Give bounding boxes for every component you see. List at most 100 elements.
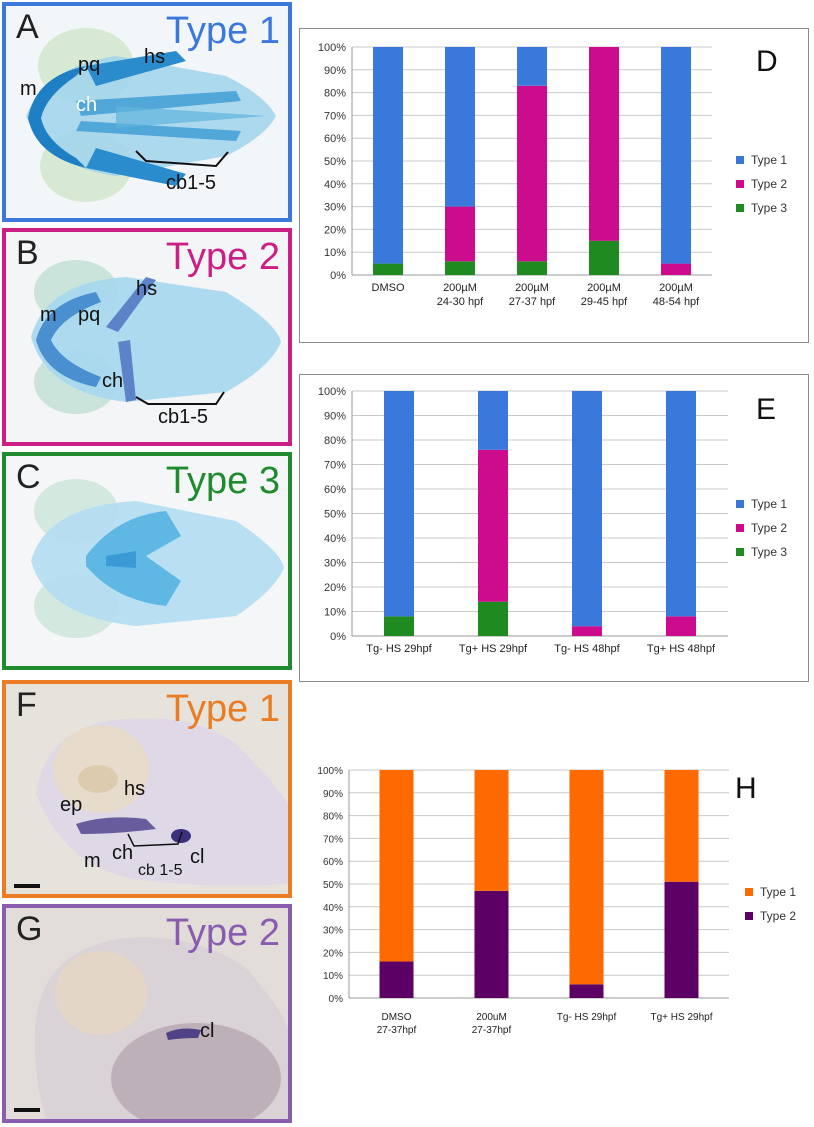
legend-label: Type 3 (751, 545, 788, 559)
legend-item: Type 3 (736, 540, 787, 564)
y-tick-label: 0% (330, 270, 346, 282)
x-category-label: 24-30 hpf (437, 296, 484, 308)
label-ch: ch (102, 370, 124, 392)
bar-segment-type-2 (379, 961, 414, 998)
y-tick-label: 40% (324, 179, 346, 191)
bar-segment-type-2 (664, 881, 699, 998)
label-cl: cl (190, 846, 205, 868)
legend-item: Type 3 (736, 196, 787, 220)
chart-h-box: 0% 10% 20% 30% 40% 50% 60% 70% 80% 90% 100% DMSO 27-… (299, 758, 809, 1058)
legend-item: Type 2 (745, 904, 796, 928)
bar-segment-type-1 (664, 770, 699, 882)
y-tick-label: 100% (317, 766, 343, 777)
bar-segment-type-2 (478, 449, 508, 602)
y-tick-label: 10% (323, 971, 343, 982)
label-pq: pq (78, 54, 101, 76)
panel-f-type1-insitu-image: F Type 1 ep hs m ch cb 1-5 cl (2, 680, 292, 898)
chart-letter-e: E (756, 393, 777, 426)
x-category-label: 200µM (587, 282, 621, 294)
label-ch: ch (112, 842, 134, 864)
label-m: m (84, 850, 101, 872)
cartilage-stain-image (31, 260, 281, 414)
bar-segment-type-1 (569, 770, 604, 985)
panel-a-type1-image: A Type 1 m pq hs ch cb1-5 (2, 2, 292, 222)
legend-swatch (736, 548, 744, 556)
y-tick-label: 10% (324, 247, 346, 259)
panel-b-type2-image: B Type 2 m pq hs ch cb1-5 (2, 228, 292, 446)
legend-item: Type 2 (736, 172, 787, 196)
y-tick-label: 80% (324, 435, 346, 447)
legend-label: Type 3 (751, 201, 788, 215)
bar-segment-type-3 (478, 601, 508, 636)
panel-letter: C (16, 458, 41, 496)
y-tick-label: 40% (323, 903, 343, 914)
scale-bar (14, 884, 40, 888)
legend-label: Type 2 (760, 909, 797, 923)
label-cb1-5: cb1-5 (158, 406, 209, 428)
panel-g-type2-insitu-image: G Type 2 cl (2, 904, 292, 1123)
legend-label: Type 1 (760, 885, 797, 899)
panel-title: Type 1 (165, 10, 280, 52)
stacked-bar-chart-e: 0% 10% 20% 30% 40% 50% 60% 70% 80% 90% 100% Tg- HS … (318, 386, 728, 655)
y-tick-label: 60% (323, 857, 343, 868)
insitu-stain-image (36, 718, 288, 886)
bar-segment-type-2 (661, 263, 691, 275)
legend-swatch (745, 912, 753, 920)
panel-letter: G (16, 910, 43, 948)
y-tick-label: 10% (324, 607, 346, 619)
y-tick-label: 0% (329, 994, 344, 1005)
y-tick-label: 20% (324, 582, 346, 594)
panel-title: Type 1 (165, 688, 280, 730)
legend-swatch (736, 180, 744, 188)
cartilage-stain-image (26, 28, 276, 202)
panel-letter: B (16, 234, 39, 272)
bar-segment-type-2 (572, 626, 602, 636)
panel-title: Type 2 (165, 236, 280, 278)
y-tick-label: 20% (324, 224, 346, 236)
insitu-stain-image (34, 937, 288, 1119)
x-category-label: 27-37 hpf (509, 296, 556, 308)
chart-letter-h: H (735, 772, 757, 805)
x-category-label: Tg+ HS 48hpf (647, 643, 716, 655)
bar-segment-type-3 (384, 616, 414, 636)
stacked-bar-chart-d: 0% 10% 20% 30% 40% 50% 60% 70% 80% 90% 100% DMSO 200… (318, 42, 712, 308)
label-hs: hs (124, 778, 146, 800)
y-tick-label: 80% (323, 812, 343, 823)
bar-segment-type-1 (517, 47, 547, 86)
panel-c-type3-image: C Type 3 (2, 452, 292, 670)
x-category-label: Tg- HS 29hpf (366, 643, 432, 655)
bar-segment-type-1 (661, 47, 691, 264)
label-hs: hs (136, 278, 158, 300)
y-tick-label: 30% (323, 926, 343, 937)
chart-legend-d: Type 1 Type 2 Type 3 (736, 148, 787, 220)
y-tick-label: 60% (324, 133, 346, 145)
legend-swatch (736, 204, 744, 212)
legend-swatch (736, 156, 744, 164)
x-category-label: 200µM (443, 282, 477, 294)
y-tick-label: 60% (324, 484, 346, 496)
label-cb1-5: cb 1-5 (138, 862, 183, 879)
label-m: m (20, 78, 37, 100)
label-m: m (40, 304, 57, 326)
x-category-label: 27-37hpf (377, 1025, 417, 1036)
x-category-label: 200µM (659, 282, 693, 294)
panel-letter: F (16, 686, 37, 724)
bar-segment-type-3 (517, 261, 547, 275)
scale-bar (14, 1108, 40, 1112)
x-category-label: Tg+ HS 29hpf (651, 1012, 713, 1023)
x-category-label: 29-45 hpf (581, 296, 628, 308)
legend-swatch (745, 888, 753, 896)
bar-segment-type-2 (666, 616, 696, 636)
label-cl: cl (200, 1020, 215, 1042)
bar-segment-type-2 (445, 206, 475, 262)
chart-e-box: 0% 10% 20% 30% 40% 50% 60% 70% 80% 90% 100% Tg- HS … (299, 374, 809, 682)
y-tick-label: 90% (324, 65, 346, 77)
legend-label: Type 1 (751, 153, 788, 167)
x-category-label: 200uM (476, 1012, 507, 1023)
bar-segment-type-1 (384, 391, 414, 617)
y-tick-label: 50% (324, 509, 346, 521)
y-tick-label: 0% (330, 631, 346, 643)
x-category-label: DMSO (372, 282, 405, 294)
bar-segment-type-1 (666, 391, 696, 617)
y-tick-label: 40% (324, 533, 346, 545)
